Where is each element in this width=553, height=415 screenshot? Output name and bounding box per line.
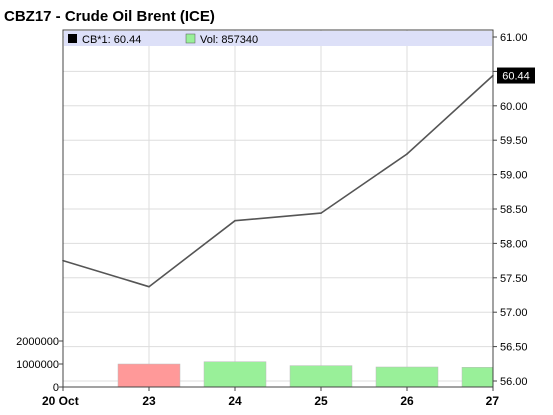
legend: CB*1: 60.44 Vol: 857340 bbox=[64, 31, 492, 46]
x-axis: 20 Oct 23 24 25 26 27 bbox=[42, 387, 499, 408]
x-tick-label: 27 bbox=[486, 394, 500, 408]
volume-bar bbox=[203, 361, 267, 388]
price-point bbox=[148, 285, 150, 288]
price-tick-label: 56.00 bbox=[500, 376, 528, 388]
grid bbox=[63, 30, 493, 387]
volume-bar bbox=[375, 366, 439, 388]
volume-bar bbox=[289, 365, 353, 388]
x-tick-label: 23 bbox=[142, 394, 156, 408]
last-price-tag-box bbox=[497, 67, 535, 84]
x-tick-label: 24 bbox=[228, 394, 242, 408]
price-line-group bbox=[62, 74, 494, 288]
price-tick-label: 59.50 bbox=[500, 135, 528, 147]
volume-bar bbox=[461, 367, 494, 388]
x-tick-label: 26 bbox=[400, 394, 414, 408]
last-price-tag-label: 60.44 bbox=[502, 71, 530, 83]
volume-bars bbox=[117, 361, 494, 388]
chart-title: CBZ17 - Crude Oil Brent (ICE) bbox=[4, 8, 215, 25]
price-axis: 61.0060.5060.0059.5059.0058.5058.0057.50… bbox=[493, 32, 528, 388]
volume-bar bbox=[117, 363, 181, 388]
volume-axis: 2000000 1000000 0 bbox=[16, 336, 63, 394]
volume-tick-label: 1000000 bbox=[16, 359, 59, 371]
price-point bbox=[406, 153, 408, 155]
price-tick-label: 60.00 bbox=[500, 101, 528, 113]
x-tick-label: 20 Oct bbox=[42, 394, 79, 408]
price-tick-label: 58.50 bbox=[500, 204, 528, 216]
legend-bar bbox=[64, 31, 492, 46]
volume-legend-swatch bbox=[185, 33, 196, 44]
price-point bbox=[234, 219, 236, 222]
price-tick-label: 61.00 bbox=[500, 32, 528, 44]
price-tick-label: 56.50 bbox=[500, 342, 528, 354]
price-legend-label: CB*1: 60.44 bbox=[82, 34, 141, 46]
price-tick-label: 57.00 bbox=[500, 307, 528, 319]
x-tick-label: 25 bbox=[314, 394, 328, 408]
price-legend-swatch bbox=[68, 34, 77, 43]
price-point bbox=[320, 212, 322, 214]
last-price-tag: 60.44 bbox=[497, 67, 535, 84]
price-tick-label: 59.00 bbox=[500, 170, 528, 182]
price-tick-label: 58.00 bbox=[500, 238, 528, 250]
volume-tick-label: 0 bbox=[53, 382, 59, 394]
price-line bbox=[62, 74, 494, 288]
volume-legend-label: Vol: 857340 bbox=[200, 34, 258, 46]
price-tick-label: 57.50 bbox=[500, 273, 528, 285]
volume-tick-label: 2000000 bbox=[16, 336, 59, 348]
